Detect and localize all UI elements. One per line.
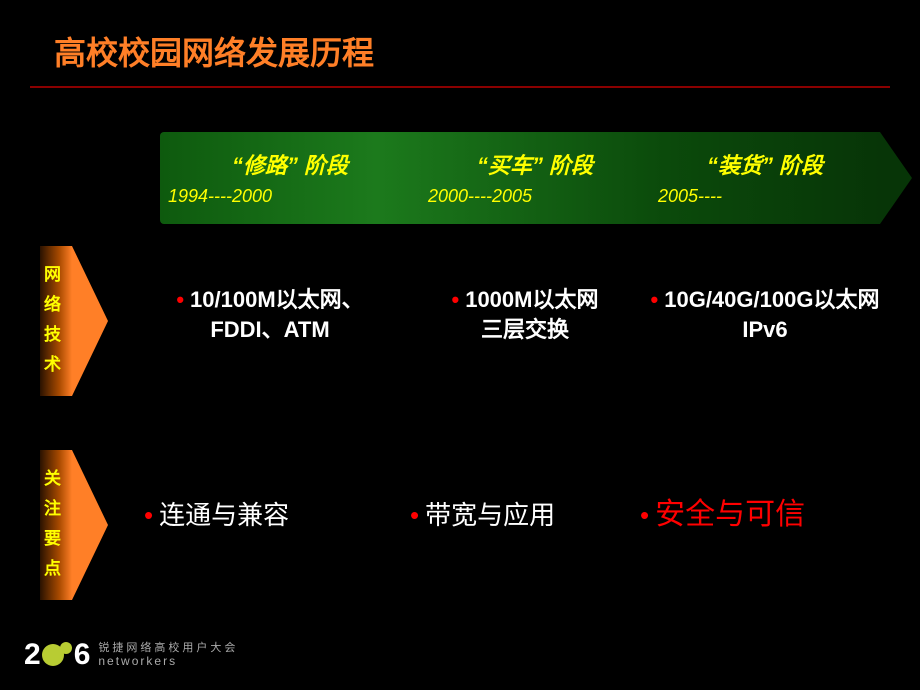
title-underline [30, 86, 890, 88]
segment-title: “修路” 阶段 [160, 132, 420, 180]
side-label-tech: 网络技术 [40, 246, 102, 396]
segment-range: 2005---- [650, 180, 880, 207]
cell-line1: 10G/40G/100G以太网 [664, 287, 879, 312]
bullet-icon: • [640, 500, 649, 530]
logo-circle-small-icon [60, 642, 72, 654]
bullet-icon: • [144, 500, 153, 530]
side-arrow-icon [72, 450, 108, 600]
side-label-focus: 关注要点 [40, 450, 102, 600]
logo-en: networkers [98, 654, 238, 668]
cell-line2: IPv6 [742, 317, 787, 342]
focus-row: •连通与兼容 •带宽与应用 •安全与可信 [130, 500, 900, 530]
tech-cell-2: •1000M以太网 三层交换 [410, 285, 640, 345]
segment-range: 2000----2005 [420, 180, 650, 207]
timeline-segment-1: “修路” 阶段 1994----2000 [160, 132, 420, 224]
logo-cn: 锐捷网络高校用户大会 [98, 642, 238, 654]
cell-text: 连通与兼容 [159, 500, 289, 530]
side-label-text: 关注要点 [44, 464, 62, 584]
logo-digit: 6 [74, 638, 91, 672]
timeline-arrow: “修路” 阶段 1994----2000 “买车” 阶段 2000----200… [160, 132, 880, 224]
cell-text: 带宽与应用 [425, 500, 555, 530]
tech-row: •10/100M以太网、 FDDI、ATM •1000M以太网 三层交换 •10… [130, 285, 900, 345]
cell-text-highlight: 安全与可信 [655, 498, 805, 531]
slide-title: 高校校园网络发展历程 [0, 0, 920, 86]
cell-line1: 10/100M以太网、 [190, 287, 364, 312]
segment-range: 1994----2000 [160, 180, 420, 207]
segment-title: “买车” 阶段 [420, 132, 650, 180]
focus-cell-1: •连通与兼容 [130, 500, 400, 530]
logo-2006-icon: 2 6 [24, 638, 90, 672]
cell-line1: 1000M以太网 [465, 287, 598, 312]
segment-title: “装货” 阶段 [650, 132, 880, 180]
logo-digit: 2 [24, 638, 41, 672]
tech-cell-3: •10G/40G/100G以太网 IPv6 [640, 285, 890, 345]
logo-text: 锐捷网络高校用户大会 networkers [98, 642, 238, 668]
focus-cell-3: •安全与可信 [630, 500, 880, 530]
side-arrow-icon [72, 246, 108, 396]
bullet-icon: • [176, 287, 184, 312]
side-label-text: 网络技术 [44, 260, 62, 380]
tech-cell-1: •10/100M以太网、 FDDI、ATM [130, 285, 410, 345]
bullet-icon: • [452, 287, 460, 312]
timeline-segment-3: “装货” 阶段 2005---- [650, 132, 880, 224]
bullet-icon: • [651, 287, 659, 312]
cell-line2: FDDI、ATM [210, 317, 329, 342]
timeline-segment-2: “买车” 阶段 2000----2005 [420, 132, 650, 224]
cell-line2: 三层交换 [481, 317, 569, 342]
footer-logo: 2 6 锐捷网络高校用户大会 networkers [24, 638, 238, 672]
bullet-icon: • [410, 500, 419, 530]
focus-cell-2: •带宽与应用 [400, 500, 630, 530]
